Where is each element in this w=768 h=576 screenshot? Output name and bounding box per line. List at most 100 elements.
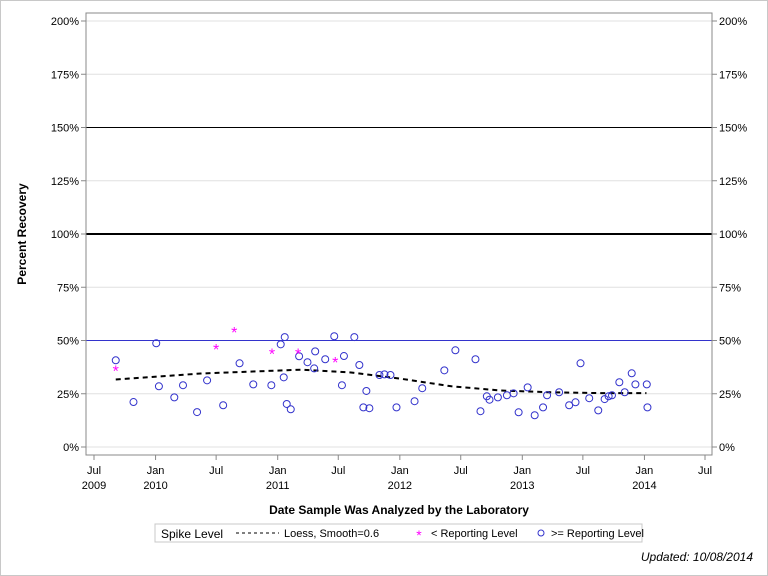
data-point-above-reporting-level — [203, 376, 212, 385]
data-point-above-reporting-level — [129, 398, 138, 407]
data-point-above-reporting-level — [330, 332, 339, 341]
y-tick-label-left: 150% — [51, 123, 79, 135]
data-point-above-reporting-level — [594, 406, 603, 415]
data-point-above-reporting-level — [282, 399, 291, 408]
x-tick-label: Jul — [87, 465, 101, 477]
data-point-above-reporting-level — [311, 347, 320, 356]
data-point-above-reporting-level — [471, 355, 480, 364]
y-tick-label-left: 175% — [51, 69, 79, 81]
data-point-above-reporting-level — [280, 333, 289, 342]
y-tick-label-left: 50% — [57, 336, 79, 348]
y-tick-label-left: 100% — [51, 229, 79, 241]
data-point-above-reporting-level — [365, 404, 374, 413]
data-point-above-reporting-level — [170, 393, 179, 402]
data-point-above-reporting-level — [604, 392, 613, 401]
data-point-above-reporting-level — [440, 366, 449, 375]
y-tick-label-left: 125% — [51, 176, 79, 188]
x-tick-label: Jan — [513, 465, 531, 477]
data-point-above-reporting-level — [339, 352, 348, 361]
data-point-above-reporting-level — [451, 346, 460, 355]
data-point-above-reporting-level — [321, 355, 330, 364]
data-point-below-reporting-level: * — [213, 342, 219, 359]
data-point-above-reporting-level — [380, 370, 389, 379]
data-point-above-reporting-level — [539, 403, 548, 412]
data-point-above-reporting-level — [193, 408, 202, 417]
data-point-above-reporting-level — [350, 333, 359, 342]
data-point-above-reporting-level — [493, 393, 502, 402]
data-point-above-reporting-level — [642, 380, 651, 389]
data-point-above-reporting-level — [235, 359, 244, 368]
y-tick-label-right: 150% — [719, 123, 747, 135]
x-tick-year-label: 2009 — [82, 480, 106, 492]
x-tick-label: Jul — [454, 465, 468, 477]
y-tick-label-right: 75% — [719, 282, 741, 294]
x-tick-year-label: 2011 — [266, 480, 290, 492]
data-point-above-reporting-level — [555, 388, 564, 397]
updated-date: Updated: 10/08/2014 — [641, 550, 753, 564]
data-point-above-reporting-level — [375, 371, 384, 380]
y-tick-label-left: 200% — [51, 16, 79, 28]
plot-frame — [85, 12, 713, 456]
data-point-above-reporting-level — [643, 403, 652, 412]
data-point-above-reporting-level — [585, 394, 594, 403]
legend-below-label: < Reporting Level — [431, 528, 518, 540]
x-tick-label: Jul — [331, 465, 345, 477]
data-point-above-reporting-level — [565, 401, 574, 410]
data-point-above-reporting-level — [337, 381, 346, 390]
data-point-above-reporting-level — [530, 411, 539, 420]
data-point-above-reporting-level — [600, 395, 609, 404]
data-point-above-reporting-level — [359, 403, 368, 412]
data-point-above-reporting-level — [418, 384, 427, 393]
data-point-below-reporting-level: * — [231, 325, 237, 342]
data-point-above-reporting-level — [219, 401, 228, 410]
data-point-below-reporting-level: * — [295, 346, 301, 363]
legend-loess-label: Loess, Smooth=0.6 — [284, 528, 379, 540]
x-tick-label: Jan — [391, 465, 409, 477]
data-point-above-reporting-level — [485, 395, 494, 404]
data-point-above-reporting-level — [295, 352, 304, 361]
data-point-above-reporting-level — [310, 364, 319, 373]
x-tick-label: Jan — [147, 465, 165, 477]
x-tick-label: Jul — [576, 465, 590, 477]
data-point-above-reporting-level — [111, 356, 120, 365]
data-point-above-reporting-level — [355, 360, 364, 369]
data-point-above-reporting-level — [249, 380, 258, 389]
legend-asterisk-icon: * — [416, 527, 422, 543]
y-tick-label-right: 50% — [719, 336, 741, 348]
data-point-above-reporting-level — [303, 358, 312, 367]
data-point-above-reporting-level — [615, 378, 624, 387]
y-tick-label-right: 100% — [719, 229, 747, 241]
data-point-above-reporting-level — [571, 398, 580, 407]
data-point-above-reporting-level — [267, 381, 276, 390]
y-tick-label-right: 0% — [719, 442, 735, 454]
data-point-below-reporting-level: * — [113, 363, 119, 380]
data-point-above-reporting-level — [286, 405, 295, 414]
loess-curve — [115, 368, 647, 395]
data-point-above-reporting-level — [386, 371, 395, 380]
y-tick-label-right: 125% — [719, 176, 747, 188]
y-tick-label-right: 200% — [719, 16, 747, 28]
data-point-above-reporting-level — [627, 369, 636, 378]
data-point-above-reporting-level — [410, 397, 419, 406]
data-point-above-reporting-level — [620, 388, 629, 397]
legend-above-label: >= Reporting Level — [551, 528, 644, 540]
data-point-above-reporting-level — [509, 389, 518, 398]
data-point-above-reporting-level — [362, 386, 371, 395]
y-axis-label: Percent Recovery — [15, 183, 29, 285]
x-axis-label: Date Sample Was Analyzed by the Laborato… — [269, 503, 529, 517]
y-tick-label-left: 25% — [57, 389, 79, 401]
x-tick-year-label: 2012 — [388, 480, 412, 492]
x-tick-label: Jan — [269, 465, 287, 477]
data-point-above-reporting-level — [523, 383, 532, 392]
data-point-above-reporting-level — [576, 359, 585, 368]
y-tick-label-left: 75% — [57, 282, 79, 294]
data-point-above-reporting-level — [607, 391, 616, 400]
data-point-above-reporting-level — [179, 381, 188, 390]
x-tick-label: Jul — [698, 465, 712, 477]
y-tick-label-left: 0% — [63, 442, 79, 454]
data-point-above-reporting-level — [631, 380, 640, 389]
data-point-below-reporting-level: * — [269, 346, 275, 363]
data-point-above-reporting-level — [154, 382, 163, 391]
